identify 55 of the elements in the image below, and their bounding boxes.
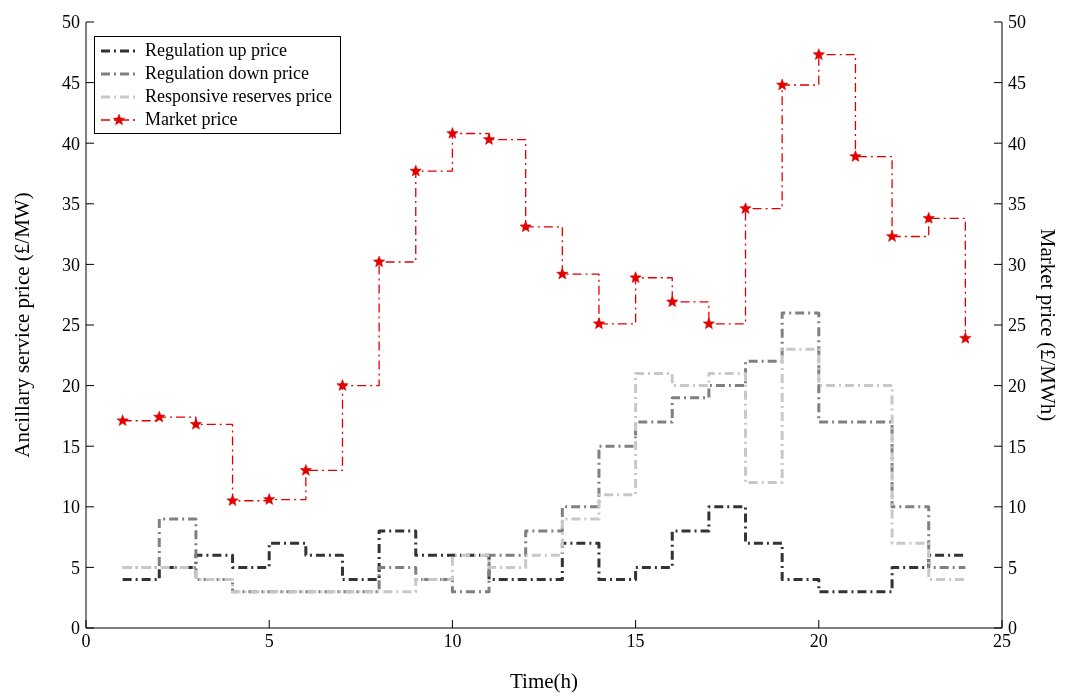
point xyxy=(922,212,935,224)
point xyxy=(812,48,825,60)
point xyxy=(153,410,166,423)
point xyxy=(629,271,642,283)
point xyxy=(739,202,752,214)
y2-tick-label: 45 xyxy=(1008,72,1026,93)
y2-tick-label: 35 xyxy=(1008,194,1026,215)
y-tick-label: 50 xyxy=(62,12,80,33)
point xyxy=(702,317,715,329)
x-axis-title: Time(h) xyxy=(509,669,579,693)
point xyxy=(776,78,789,91)
point xyxy=(959,332,972,344)
legend-label: Regulation down price xyxy=(145,62,309,85)
x-tick-label: 10 xyxy=(443,630,462,651)
x-tick-label: 5 xyxy=(264,630,274,651)
point xyxy=(886,230,899,242)
y2-tick-label: 15 xyxy=(1008,436,1026,457)
legend-label: Market price xyxy=(145,108,238,131)
point xyxy=(299,464,312,476)
y2-tick-label: 20 xyxy=(1008,375,1026,396)
x-tick-label: 15 xyxy=(626,630,645,651)
y-tick-label: 30 xyxy=(62,254,80,275)
point xyxy=(336,379,349,391)
point xyxy=(593,317,605,329)
point xyxy=(849,150,862,162)
point xyxy=(409,164,422,177)
y-tick-label: 40 xyxy=(62,133,80,154)
y-tick-label: 45 xyxy=(62,72,80,93)
legend-label: Responsive reserves price xyxy=(145,85,332,108)
y-tick-label: 25 xyxy=(62,315,80,336)
legend-label: Regulation up price xyxy=(145,39,287,62)
point xyxy=(116,414,129,426)
y2-axis-title: Market price (£/MWh) xyxy=(1035,228,1060,422)
point xyxy=(556,267,569,280)
point xyxy=(189,418,202,430)
y-tick-label: 15 xyxy=(62,436,80,457)
y-tick-label: 20 xyxy=(62,375,80,396)
y2-tick-label: 40 xyxy=(1008,133,1026,154)
y2-tick-label: 10 xyxy=(1008,497,1026,518)
y2-tick-label: 30 xyxy=(1008,254,1026,275)
point xyxy=(519,220,532,232)
y-tick-label: 35 xyxy=(62,194,80,215)
y-tick-label: 5 xyxy=(71,557,80,578)
point xyxy=(666,295,679,308)
y-tick-label: 10 xyxy=(62,497,80,518)
y2-tick-label: 25 xyxy=(1008,315,1026,336)
point xyxy=(226,494,239,506)
y2-tick-label: 5 xyxy=(1008,557,1017,578)
point xyxy=(373,255,386,268)
y-axis-title: Ancillary service price (£/MW) xyxy=(10,192,35,458)
y2-tick-label: 50 xyxy=(1008,12,1026,33)
point xyxy=(263,493,276,505)
point xyxy=(483,133,495,145)
point xyxy=(446,127,459,139)
x-tick-label: 20 xyxy=(809,630,828,651)
